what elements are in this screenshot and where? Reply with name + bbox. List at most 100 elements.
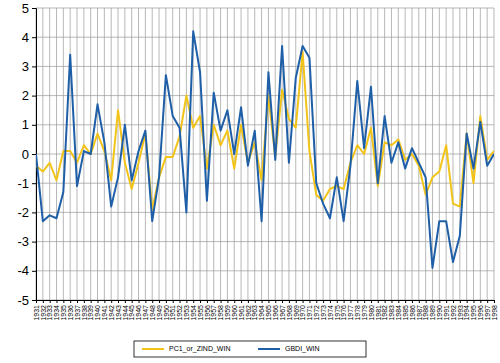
x-tick-mark bbox=[303, 300, 304, 303]
grid-line-x bbox=[439, 8, 440, 300]
grid-line-x bbox=[329, 8, 330, 300]
x-tick-mark bbox=[494, 300, 495, 303]
y-tick-label: -5 bbox=[17, 293, 29, 308]
x-tick-mark bbox=[248, 300, 249, 303]
grid-line-x bbox=[295, 8, 296, 300]
x-tick-mark bbox=[98, 300, 99, 303]
grid-line-x bbox=[97, 8, 98, 300]
x-tick-mark bbox=[159, 300, 160, 303]
x-tick-mark bbox=[350, 300, 351, 303]
y-tick-mark bbox=[32, 242, 36, 243]
grid-line-x bbox=[473, 8, 474, 300]
x-tick-mark bbox=[207, 300, 208, 303]
x-tick-mark bbox=[221, 300, 222, 303]
x-tick-mark bbox=[275, 300, 276, 303]
grid-line-x bbox=[418, 8, 419, 300]
x-tick-mark bbox=[50, 300, 51, 303]
x-tick-mark bbox=[405, 300, 406, 303]
x-axis-line bbox=[37, 301, 495, 304]
x-tick-mark bbox=[139, 300, 140, 303]
y-tick-label: 1 bbox=[22, 117, 29, 132]
x-tick-mark bbox=[70, 300, 71, 303]
x-tick-mark bbox=[166, 300, 167, 303]
y-tick-label: -3 bbox=[17, 234, 29, 249]
series-line bbox=[36, 31, 494, 268]
grid-line-x bbox=[165, 8, 166, 300]
x-tick-mark bbox=[460, 300, 461, 303]
grid-line-x bbox=[213, 8, 214, 300]
x-tick-mark bbox=[391, 300, 392, 303]
grid-line-x bbox=[336, 8, 337, 300]
legend-label: GBDI_WIN bbox=[285, 345, 320, 353]
grid-line-x bbox=[398, 8, 399, 300]
x-tick-mark bbox=[357, 300, 358, 303]
y-tick-label: -4 bbox=[17, 263, 29, 278]
y-tick: -1 bbox=[17, 176, 36, 191]
x-tick-mark bbox=[480, 300, 481, 303]
grid bbox=[36, 8, 494, 300]
y-tick-mark bbox=[32, 154, 36, 155]
x-tick-mark bbox=[344, 300, 345, 303]
x-tick-mark bbox=[152, 300, 153, 303]
x-tick-mark bbox=[111, 300, 112, 303]
grid-line-x bbox=[200, 8, 201, 300]
x-tick-mark bbox=[337, 300, 338, 303]
x-tick-mark bbox=[91, 300, 92, 303]
y-tick-mark bbox=[32, 125, 36, 126]
y-tick-mark bbox=[32, 212, 36, 213]
chart: -5-4-3-2-1012345193119321933193419351936… bbox=[0, 0, 500, 363]
y-tick-mark bbox=[32, 96, 36, 97]
x-tick-mark bbox=[227, 300, 228, 303]
y-tick: 2 bbox=[22, 88, 36, 103]
y-tick: -4 bbox=[17, 263, 36, 278]
legend-box bbox=[134, 341, 366, 357]
grid-line-x bbox=[42, 8, 43, 300]
grid-line-x bbox=[377, 8, 378, 300]
legend-label: PC1_or_ZIND_WIN bbox=[169, 345, 230, 353]
x-tick-mark bbox=[125, 300, 126, 303]
grid-line-x bbox=[241, 8, 242, 300]
y-tick-label: 2 bbox=[22, 88, 29, 103]
x-tick-mark bbox=[234, 300, 235, 303]
x-tick: 1998 bbox=[491, 300, 498, 321]
grid-line-x bbox=[220, 8, 221, 300]
y-tick-mark bbox=[32, 300, 36, 301]
x-tick-mark bbox=[412, 300, 413, 303]
grid-line-x bbox=[268, 8, 269, 300]
y-tick-mark bbox=[32, 183, 36, 184]
x-tick-mark bbox=[262, 300, 263, 303]
x-tick-mark bbox=[398, 300, 399, 303]
x-tick-mark bbox=[439, 300, 440, 303]
y-tick: -2 bbox=[17, 205, 36, 220]
x-tick-mark bbox=[84, 300, 85, 303]
plot-area bbox=[36, 31, 494, 268]
y-tick: -3 bbox=[17, 234, 36, 249]
x-tick-mark bbox=[77, 300, 78, 303]
y-tick-label: 5 bbox=[22, 1, 29, 16]
x-tick-mark bbox=[385, 300, 386, 303]
grid-line-x bbox=[343, 8, 344, 300]
grid-line-x bbox=[254, 8, 255, 300]
x-tick-mark bbox=[255, 300, 256, 303]
x-tick-mark bbox=[180, 300, 181, 303]
x-tick-mark bbox=[193, 300, 194, 303]
x-tick-mark bbox=[309, 300, 310, 303]
x-tick-mark bbox=[214, 300, 215, 303]
grid-line-x bbox=[480, 8, 481, 300]
y-tick: 4 bbox=[22, 30, 36, 45]
grid-line-x bbox=[261, 8, 262, 300]
y-tick: 0 bbox=[22, 147, 36, 162]
x-tick-mark bbox=[132, 300, 133, 303]
x-tick-mark bbox=[316, 300, 317, 303]
grid-line-x bbox=[179, 8, 180, 300]
y-tick-label: 3 bbox=[22, 59, 29, 74]
grid-line-x bbox=[49, 8, 50, 300]
y-tick-mark bbox=[32, 66, 36, 67]
grid-line-x bbox=[145, 8, 146, 300]
x-tick-mark bbox=[467, 300, 468, 303]
grid-line-x bbox=[227, 8, 228, 300]
grid-line-x bbox=[111, 8, 112, 300]
x-tick-mark bbox=[330, 300, 331, 303]
x-tick-mark bbox=[323, 300, 324, 303]
y-tick-label: 0 bbox=[22, 147, 29, 162]
